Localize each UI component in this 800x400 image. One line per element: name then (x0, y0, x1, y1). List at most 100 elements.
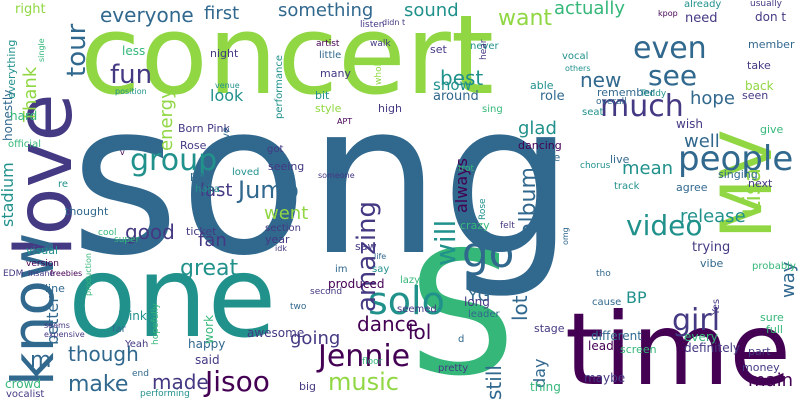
word-tho: tho (596, 269, 611, 279)
word-section: section (265, 223, 302, 234)
word-less: less (122, 44, 146, 58)
word-vocalist: vocalist (6, 389, 45, 400)
word-even: even (633, 31, 707, 66)
word-seat: seat (582, 107, 604, 118)
word-girl: girl (672, 303, 721, 338)
word-born-pink: Born Pink (178, 122, 230, 135)
word-able: able (530, 79, 554, 92)
word-re: re (58, 179, 69, 190)
word-sing: sing (482, 104, 503, 115)
word-last: last (200, 180, 233, 201)
word-idk: idk (275, 244, 287, 253)
word-whole: whole (374, 58, 384, 85)
word-sound: sound (404, 0, 459, 21)
word-money: money (742, 361, 780, 374)
word-pretty: pretty (438, 363, 469, 374)
word-fan: fan (198, 230, 227, 251)
word-second: second (310, 287, 343, 297)
word-dance: dance (357, 312, 418, 336)
word-overall: overall (596, 97, 627, 107)
word-need: need (685, 11, 718, 26)
word-release: release (680, 206, 746, 227)
word-cause: cause (592, 297, 622, 308)
word-hope: hope (690, 88, 735, 109)
word-two: two (290, 302, 307, 312)
word-something: something (278, 0, 374, 21)
word-im: im (335, 264, 348, 275)
word-edm: EDM (3, 269, 24, 279)
word-far: far (112, 324, 126, 335)
word-first: first (204, 3, 240, 24)
word-people: people (678, 139, 794, 179)
word-trot: trot (458, 164, 475, 174)
word-walk: walk (370, 39, 391, 49)
word-will: will (429, 219, 462, 266)
word-remember: remember (597, 86, 655, 99)
word-fun: fun (110, 60, 153, 90)
word-vibe: vibe (700, 257, 724, 270)
word-listen: listen (360, 20, 385, 30)
word-seems: seems (44, 321, 70, 330)
word-give: give (760, 123, 784, 136)
word-see: see (648, 59, 698, 92)
word-come: come (530, 151, 561, 164)
word-music: music (328, 368, 399, 396)
word-line: line (45, 282, 65, 295)
word-end: end (132, 369, 149, 379)
word-ticket: ticket (186, 225, 217, 238)
word-others: others (565, 64, 591, 73)
word-mean: mean (622, 158, 674, 179)
word-different: different (591, 329, 642, 343)
word-seeing: seeing (268, 160, 305, 173)
word-awesome: awesome (247, 326, 305, 340)
word-artist: artist (316, 39, 340, 49)
word-year: year (265, 233, 290, 246)
word-take: take (747, 59, 771, 72)
word-new: new (580, 68, 622, 92)
word-probably: probably (752, 261, 796, 272)
word-every: every (684, 330, 718, 344)
word-yes: Yes (711, 298, 722, 315)
word-leader: leader (468, 309, 500, 320)
word-omg: omg (561, 227, 570, 246)
word-maybe: maybe (584, 371, 626, 385)
word-much: much (600, 89, 684, 124)
word-went: went (264, 203, 309, 224)
word-good: good (125, 220, 175, 244)
word-member: member (748, 38, 795, 51)
word-usually: usually (750, 0, 782, 9)
word-crowd: crowd (5, 377, 42, 391)
word-right: right (15, 2, 46, 17)
word-vocal: vocal (562, 51, 589, 62)
word-next: next (748, 177, 773, 190)
word-felt: felt (500, 221, 515, 231)
word-look: look (210, 86, 244, 105)
word-group: group (130, 143, 218, 178)
word-hopefully: hopefully (151, 302, 161, 345)
word-rose: Rose (180, 139, 207, 152)
word-lol: lol (408, 320, 432, 344)
word-made: made (152, 370, 209, 394)
word-v: v (120, 148, 125, 157)
word-single: single (37, 38, 46, 63)
word-ve: ve (221, 126, 232, 139)
word-d: d (458, 334, 465, 345)
word-work: work (202, 315, 216, 345)
word-tour: tour (62, 23, 92, 78)
word-album: album (516, 166, 541, 236)
word-want: want (498, 6, 553, 31)
word-s: S (408, 216, 516, 400)
word-trying: trying (692, 240, 731, 255)
word-someone: someone (318, 171, 355, 180)
word-official: official (8, 139, 41, 150)
word-though: though (68, 342, 139, 366)
word-bit: bit (315, 89, 330, 102)
word-already: already (684, 0, 722, 10)
word-video: video (626, 209, 703, 242)
word-make: make (68, 372, 129, 397)
word-everything: everything (5, 39, 18, 99)
word-solo: solo (368, 279, 445, 323)
word-don-t: don t (755, 10, 787, 24)
word-wish: wish (676, 117, 704, 131)
word-jennie: Jennie (318, 339, 411, 374)
